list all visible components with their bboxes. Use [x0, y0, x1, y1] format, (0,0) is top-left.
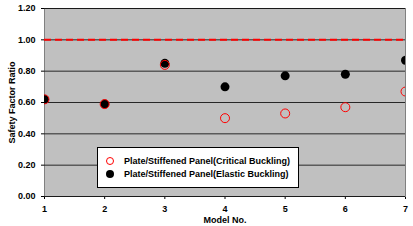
svg-text:Safety Factor Ratio: Safety Factor Ratio [7, 61, 17, 144]
svg-text:4: 4 [222, 204, 227, 214]
html-text:Plate/Stiffened Panel(Elastic: Plate/Stiffened Panel(Elastic Buckling) [124, 169, 289, 179]
svg-text:6: 6 [343, 204, 348, 214]
svg-text:Model No.: Model No. [204, 215, 247, 225]
svg-text:0.20: 0.20 [18, 160, 36, 170]
svg-text:0.60: 0.60 [18, 97, 36, 107]
svg-text:5: 5 [283, 204, 288, 214]
html-text:Plate/Stiffened Panel(Critical: Plate/Stiffened Panel(Critical Buckling) [124, 156, 290, 166]
svg-text:1.20: 1.20 [18, 3, 36, 13]
svg-text:1.00: 1.00 [18, 35, 36, 45]
svg-text:0.80: 0.80 [18, 66, 36, 76]
svg-text:0.40: 0.40 [18, 129, 36, 139]
svg-text:2: 2 [102, 204, 107, 214]
svg-text:3: 3 [162, 204, 167, 214]
svg-text:7: 7 [403, 204, 408, 214]
svg-text:0.00: 0.00 [18, 191, 36, 201]
svg-text:1: 1 [42, 204, 47, 214]
